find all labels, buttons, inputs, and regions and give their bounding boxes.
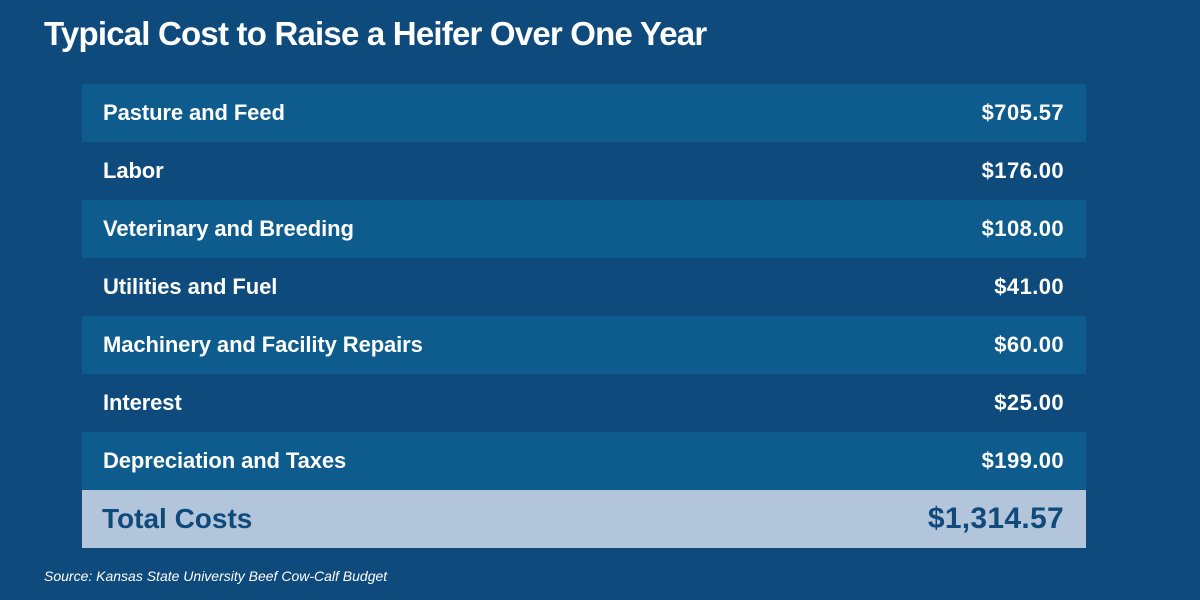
- row-label: Veterinary and Breeding: [103, 216, 354, 241]
- row-value: $108.00: [981, 216, 1064, 241]
- row-value: $176.00: [981, 158, 1064, 183]
- row-label: Pasture and Feed: [103, 100, 285, 125]
- table-row: Depreciation and Taxes $199.00: [82, 432, 1086, 490]
- table-row: Machinery and Facility Repairs $60.00: [82, 316, 1086, 374]
- total-value: $1,314.57: [927, 502, 1064, 535]
- table-row: Interest $25.00: [82, 374, 1086, 432]
- table-row: Veterinary and Breeding $108.00: [82, 200, 1086, 258]
- row-value: $199.00: [981, 448, 1064, 473]
- table-row: Pasture and Feed $705.57: [82, 84, 1086, 142]
- row-value: $25.00: [994, 390, 1064, 415]
- table-row: Labor $176.00: [82, 142, 1086, 200]
- row-value: $60.00: [994, 332, 1064, 357]
- row-label: Labor: [103, 158, 164, 183]
- row-label: Machinery and Facility Repairs: [103, 332, 423, 357]
- row-label: Interest: [103, 390, 182, 415]
- row-value: $41.00: [994, 274, 1064, 299]
- chart-title: Typical Cost to Raise a Heifer Over One …: [44, 15, 707, 52]
- source-note: Source: Kansas State University Beef Cow…: [44, 568, 388, 584]
- total-row: Total Costs $1,314.57: [82, 490, 1086, 548]
- total-label: Total Costs: [102, 503, 253, 534]
- row-value: $705.57: [981, 100, 1064, 125]
- row-label: Depreciation and Taxes: [103, 448, 347, 473]
- cost-table: Pasture and Feed $705.57 Labor $176.00 V…: [82, 84, 1086, 548]
- row-label: Utilities and Fuel: [103, 274, 278, 299]
- table-row: Utilities and Fuel $41.00: [82, 258, 1086, 316]
